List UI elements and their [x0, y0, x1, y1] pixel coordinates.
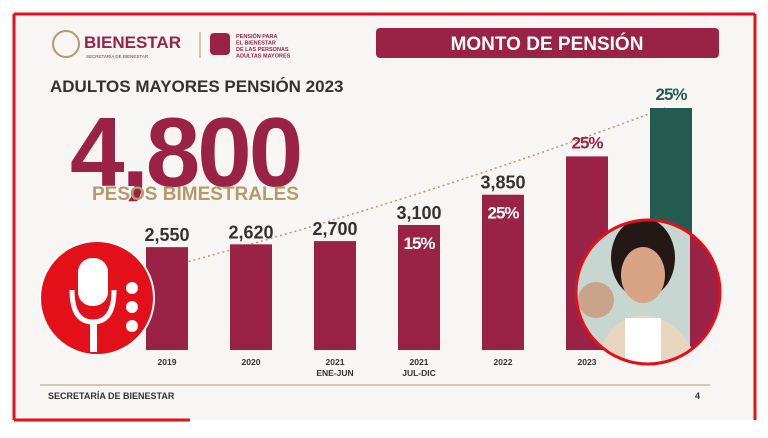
x-tick-label: 2019 [158, 357, 177, 367]
x-tick-label: 2021 [326, 357, 345, 367]
percent-label: 25% [487, 204, 519, 223]
bar [314, 241, 356, 350]
bar [398, 224, 440, 350]
mic-icon [39, 240, 155, 356]
value-label: 2,550 [144, 225, 189, 245]
percent-label: 25% [571, 133, 603, 152]
banner: MONTO DE PENSIÓN [451, 33, 644, 55]
percent-label: 15% [403, 234, 435, 253]
x-tick-label: 2021 [410, 357, 429, 367]
program-line: ADULTAS MAYORES [236, 54, 291, 60]
value-label: 2,700 [312, 219, 357, 239]
page-number: 4 [695, 391, 700, 401]
highlight-sub: PESOS BIMESTRALES [92, 184, 299, 205]
chart-title: ADULTOS MAYORES PENSIÓN 2023 [50, 77, 344, 96]
x-tick-label: JUL-DIC [402, 368, 436, 378]
frame [12, 12, 757, 422]
x-tick-label: 2022 [494, 357, 513, 367]
logo-emblem [52, 30, 80, 58]
program-icon [210, 33, 230, 55]
percent-label: 25% [655, 85, 687, 104]
x-tick-label: 2020 [242, 357, 261, 367]
trend-line [149, 107, 666, 273]
value-label: 3,850 [480, 173, 525, 193]
speaker-photo [574, 218, 722, 366]
program-line: EL BIENESTAR [236, 41, 276, 47]
value-label: 2,620 [228, 222, 273, 242]
value-label: 3,100 [396, 203, 441, 223]
brand: BIENESTAR [84, 33, 181, 52]
program-line: DE LAS PERSONAS [236, 47, 289, 53]
x-tick-label: 2023 [578, 357, 597, 367]
x-tick-label: ENE-JUN [316, 368, 353, 378]
brand-sub: SECRETARÍA DE BIENESTAR [86, 53, 149, 59]
highlight: 4,800 [70, 97, 300, 207]
program-line: PENSIÓN PARA [236, 32, 277, 40]
banner-box [376, 28, 719, 58]
bar [230, 244, 272, 350]
footer: SECRETARÍA DE BIENESTAR [48, 391, 175, 401]
bar [482, 194, 524, 350]
